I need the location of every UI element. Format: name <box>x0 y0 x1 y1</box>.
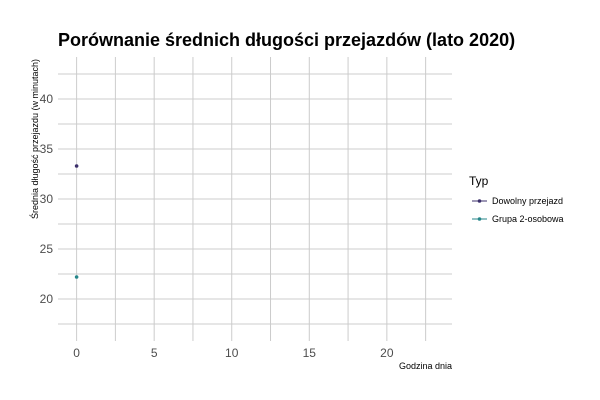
data-series <box>74 164 79 279</box>
x-axis-ticks: 0 5 10 15 20 <box>73 346 394 360</box>
legend: Typ Dowolny przejazd Grupa 2-osobowa <box>469 174 564 224</box>
y-tick-label: 40 <box>40 92 54 106</box>
y-tick-label: 20 <box>40 292 54 306</box>
x-tick-label: 0 <box>73 346 80 360</box>
x-tick-label: 10 <box>225 346 239 360</box>
y-tick-label: 25 <box>40 242 54 256</box>
y-tick-label: 35 <box>40 142 54 156</box>
y-axis-label: Średnia długość przejazdu (w minutach) <box>29 59 40 219</box>
data-point <box>74 164 79 168</box>
data-point <box>74 275 79 279</box>
chart-title: Porównanie średnich długości przejazdów … <box>58 30 515 50</box>
y-axis-ticks: 20 25 30 35 40 <box>40 92 54 306</box>
legend-key-point <box>477 217 482 221</box>
x-tick-label: 20 <box>380 346 394 360</box>
y-tick-label: 30 <box>40 192 54 206</box>
x-tick-label: 15 <box>303 346 317 360</box>
grid <box>58 57 452 341</box>
x-axis-label: Godzina dnia <box>399 361 452 371</box>
x-tick-label: 5 <box>151 346 158 360</box>
legend-title: Typ <box>469 174 489 188</box>
legend-label: Grupa 2-osobowa <box>492 214 564 224</box>
legend-key-point <box>477 199 482 203</box>
legend-label: Dowolny przejazd <box>492 196 563 206</box>
